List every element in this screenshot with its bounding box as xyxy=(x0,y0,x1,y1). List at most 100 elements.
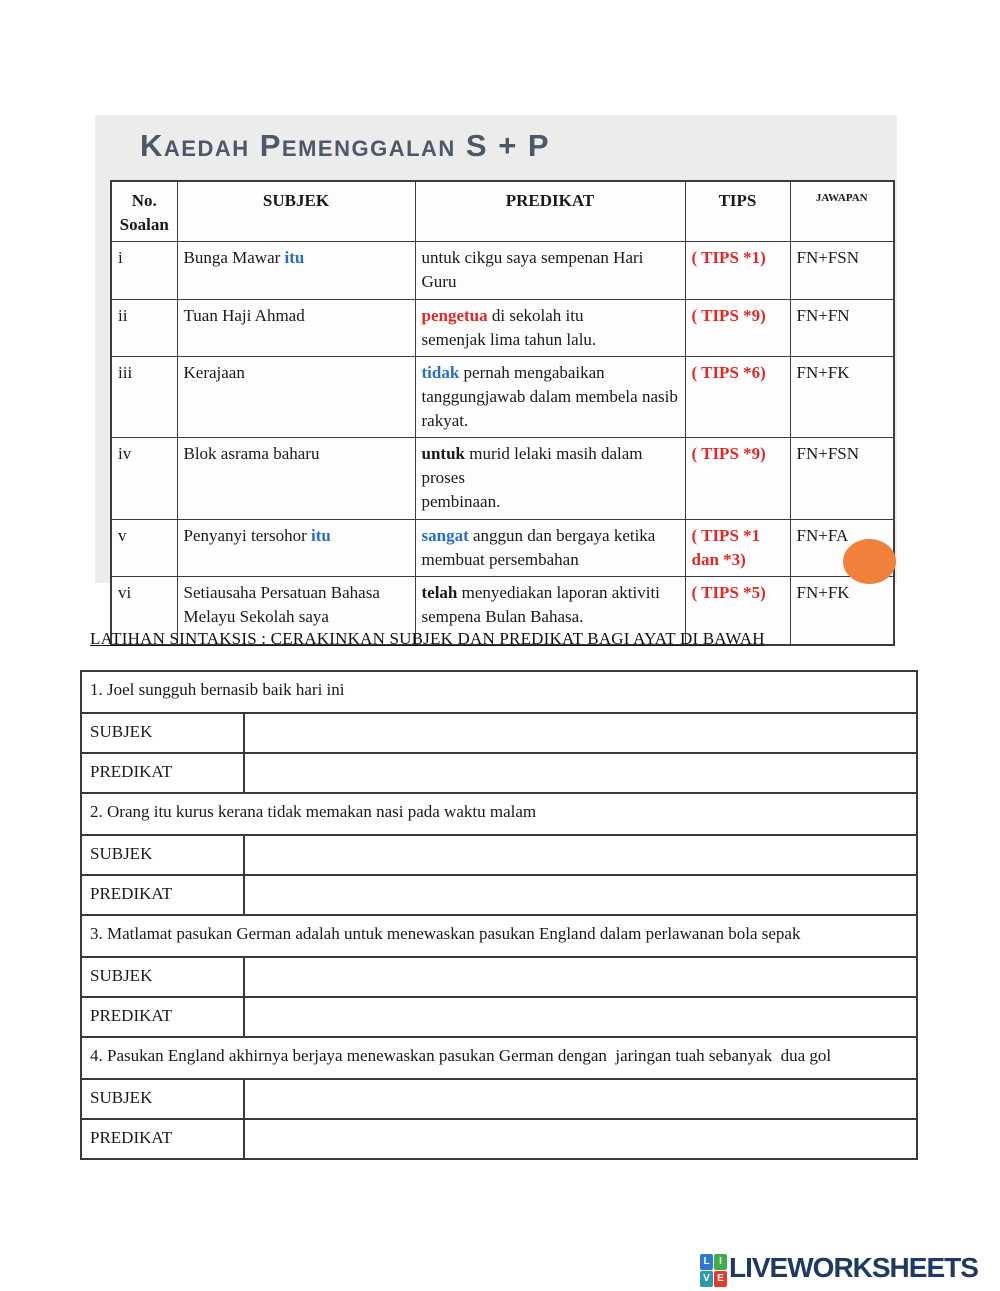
text-segment-plain: Kerajaan xyxy=(183,362,245,382)
text-segment-plain: Blok asrama baharu xyxy=(183,444,320,464)
subjek-label: SUBJEK xyxy=(80,834,245,876)
sentence-row: 4. Pasukan England akhirnya berjaya mene… xyxy=(80,1036,918,1080)
exercise-heading: LATIHAN SINTAKSIS : CERAKINKAN SUBJEK DA… xyxy=(90,629,765,648)
jawapan-cell: FN+FSN xyxy=(789,241,895,300)
exercise-table-body: 1. Joel sungguh bernasib baik hari ini SU… xyxy=(80,670,918,1160)
subjek-label: SUBJEK xyxy=(80,712,245,754)
orange-marker-dot xyxy=(843,539,896,584)
scanned-worksheet-region: Kaedah Pemenggalan S + P No. Soalan SUBJ… xyxy=(95,115,897,647)
row-number-cell: i xyxy=(110,241,178,300)
logo-letter-square-v: V xyxy=(700,1271,713,1287)
predikat-answer-cell-2[interactable] xyxy=(243,874,918,916)
table-row: iv Blok asrama baharu untuk murid lelaki m… xyxy=(110,437,895,520)
subjek-row: SUBJEK xyxy=(80,1078,918,1120)
text-segment-plain: murid lelaki masih dalam proses pembinaa… xyxy=(421,444,643,512)
row-number-cell: ii xyxy=(110,298,178,357)
header-no-soalan: No. Soalan xyxy=(110,180,178,243)
sentence-row: 2. Orang itu kurus kerana tidak memakan … xyxy=(80,792,918,836)
row-number-cell: v xyxy=(110,518,178,577)
predikat-answer-cell-3[interactable] xyxy=(243,996,918,1038)
sentence-row: 3. Matlamat pasukan German adalah untuk … xyxy=(80,914,918,958)
subjek-row: SUBJEK xyxy=(80,834,918,876)
text-segment-plain: Penyanyi tersohor xyxy=(183,525,311,545)
subjek-answer-cell-1[interactable] xyxy=(243,712,918,754)
predikat-label: PREDIKAT xyxy=(80,752,245,794)
logo-letter-square-e: E xyxy=(714,1271,727,1287)
subjek-cell: Bunga Mawar itu xyxy=(176,241,416,300)
header-predikat: PREDIKAT xyxy=(414,180,686,243)
predikat-label: PREDIKAT xyxy=(80,874,245,916)
text-segment-plain: menyediakan laporan aktiviti sempena Bul… xyxy=(421,582,660,626)
tips-cell: ( TIPS *6) xyxy=(684,355,791,439)
subjek-label: SUBJEK xyxy=(80,956,245,998)
subjek-cell: Setiausaha Persatuan Bahasa Melayu Sekol… xyxy=(176,575,416,646)
subjek-cell: Penyanyi tersohor itu xyxy=(176,518,416,577)
subjek-answer-cell-2[interactable] xyxy=(243,834,918,876)
jawapan-cell: FN+FK xyxy=(789,575,895,646)
predikat-row: PREDIKAT xyxy=(80,1118,918,1160)
header-tips: TIPS xyxy=(684,180,791,243)
text-segment-blue: tidak xyxy=(421,362,460,382)
predikat-cell: telah menyediakan laporan aktiviti sempe… xyxy=(414,575,686,646)
subjek-answer-cell-4[interactable] xyxy=(243,1078,918,1120)
subjek-label: SUBJEK xyxy=(80,1078,245,1120)
text-segment-plain: Tuan Haji Ahmad xyxy=(183,305,305,325)
text-segment-blue: itu xyxy=(284,248,305,268)
text-segment-blue: itu xyxy=(310,525,331,545)
predikat-answer-cell-4[interactable] xyxy=(243,1118,918,1160)
text-segment-plain: di sekolah itu semenjak lima tahun lalu. xyxy=(421,305,597,349)
sentence-cell: 4. Pasukan England akhirnya berjaya mene… xyxy=(80,1036,918,1080)
tips-cell: ( TIPS *9) xyxy=(684,437,791,520)
jawapan-cell: FN+FN xyxy=(789,298,895,357)
text-segment-bold: untuk xyxy=(421,444,465,464)
logo-letter-square-i: I xyxy=(714,1254,727,1270)
predikat-row: PREDIKAT xyxy=(80,996,918,1038)
subjek-answer-cell-3[interactable] xyxy=(243,956,918,998)
worksheet-title: Kaedah Pemenggalan S + P xyxy=(140,128,551,163)
table-row: ii Tuan Haji Ahmad pengetua di sekolah itu… xyxy=(110,298,895,357)
exercise-table: 1. Joel sungguh bernasib baik hari ini SU… xyxy=(80,670,918,1160)
sentence-cell: 2. Orang itu kurus kerana tidak memakan … xyxy=(80,792,918,836)
liveworksheets-wordmark: LIVEWORKSHEETS xyxy=(729,1252,979,1283)
predikat-label: PREDIKAT xyxy=(80,996,245,1038)
text-segment-plain: untuk cikgu saya sempenan Hari Guru xyxy=(421,248,648,292)
tips-cell: ( TIPS *9) xyxy=(684,298,791,357)
logo-letter-square-l: L xyxy=(700,1254,713,1270)
kaedah-table: No. Soalan SUBJEK PREDIKAT TIPS JAWAPAN … xyxy=(110,180,895,647)
subjek-cell: Tuan Haji Ahmad xyxy=(176,298,416,357)
text-segment-plain: pernah mengabaikan tanggungjawab dalam m… xyxy=(421,362,678,430)
tips-cell: ( TIPS *1) xyxy=(684,241,791,300)
predikat-cell: tidak pernah mengabaikan tanggungjawab d… xyxy=(414,355,686,439)
row-number-cell: iii xyxy=(110,355,178,439)
table-row: i Bunga Mawar itu untuk cikgu saya sempena… xyxy=(110,241,895,300)
subjek-row: SUBJEK xyxy=(80,712,918,754)
header-subjek: SUBJEK xyxy=(176,180,416,243)
predikat-row: PREDIKAT xyxy=(80,752,918,794)
text-segment-bold: telah xyxy=(421,582,458,602)
jawapan-cell: FN+FSN xyxy=(789,437,895,520)
sentence-cell: 1. Joel sungguh bernasib baik hari ini xyxy=(80,670,918,714)
sentence-row: 1. Joel sungguh bernasib baik hari ini xyxy=(80,670,918,714)
text-segment-plain: anggun dan bergaya ketika membuat persem… xyxy=(421,525,656,569)
subjek-cell: Kerajaan xyxy=(176,355,416,439)
header-jawapan: JAWAPAN xyxy=(789,180,895,243)
subjek-cell: Blok asrama baharu xyxy=(176,437,416,520)
table-row: vi Setiausaha Persatuan Bahasa Melayu Sek… xyxy=(110,575,895,646)
text-segment-red: pengetua xyxy=(421,305,488,325)
predikat-row: PREDIKAT xyxy=(80,874,918,916)
text-segment-plain: Bunga Mawar xyxy=(183,248,285,268)
text-segment-blue: sangat xyxy=(421,525,469,545)
tips-cell: ( TIPS *1 dan *3) xyxy=(684,518,791,577)
predikat-cell: pengetua di sekolah itu semenjak lima ta… xyxy=(414,298,686,357)
row-number-cell: vi xyxy=(110,575,178,646)
predikat-answer-cell-1[interactable] xyxy=(243,752,918,794)
kaedah-table-header-row: No. Soalan SUBJEK PREDIKAT TIPS JAWAPAN xyxy=(110,180,895,243)
jawapan-cell: FN+FK xyxy=(789,355,895,439)
kaedah-table-body: i Bunga Mawar itu untuk cikgu saya sempena… xyxy=(110,241,895,646)
predikat-cell: untuk murid lelaki masih dalam proses pe… xyxy=(414,437,686,520)
sentence-cell: 3. Matlamat pasukan German adalah untuk … xyxy=(80,914,918,958)
text-segment-plain: Setiausaha Persatuan Bahasa Melayu Sekol… xyxy=(183,582,380,626)
predikat-cell: sangat anggun dan bergaya ketika membuat… xyxy=(414,518,686,577)
predikat-label: PREDIKAT xyxy=(80,1118,245,1160)
